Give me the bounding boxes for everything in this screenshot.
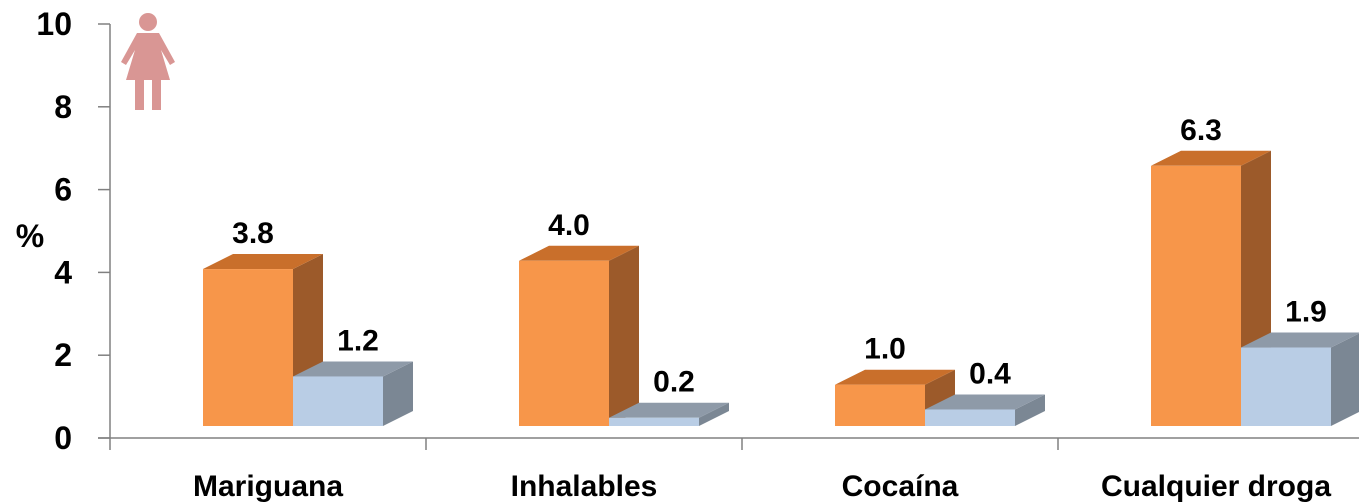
y-tick-label: 6 xyxy=(54,172,72,208)
bar xyxy=(835,384,925,426)
bar-top xyxy=(609,402,729,418)
category-labels: Mariguana Inhalables Cocaína Cualquier drog… xyxy=(193,470,1331,503)
bar xyxy=(519,260,609,426)
bar-top xyxy=(293,361,413,377)
bar-top xyxy=(203,254,323,270)
bar-side xyxy=(383,361,413,426)
bar-top xyxy=(925,394,1045,410)
female-figure-icon xyxy=(121,13,175,110)
bar-side xyxy=(699,402,729,426)
data-label: 6.3 xyxy=(1180,114,1222,147)
bar-top xyxy=(1151,150,1271,166)
y-tick-label: 8 xyxy=(54,89,72,125)
bar xyxy=(203,269,293,426)
data-label: 1.9 xyxy=(1285,296,1327,329)
bar-top xyxy=(1241,332,1359,348)
data-label: 0.4 xyxy=(969,357,1011,390)
y-tick-label: 10 xyxy=(36,6,72,42)
y-tick-label: 2 xyxy=(54,337,72,373)
bar xyxy=(609,417,699,426)
bar xyxy=(925,409,1015,426)
category-label: Inhalables xyxy=(511,470,658,503)
y-tick-label: 4 xyxy=(54,254,72,290)
bar-side xyxy=(609,245,639,426)
bar xyxy=(293,376,383,426)
category-label: Cualquier droga xyxy=(1101,470,1331,503)
bar-top xyxy=(835,369,955,385)
data-label: 1.2 xyxy=(337,324,379,357)
data-label: 3.8 xyxy=(232,217,274,250)
bar xyxy=(1151,165,1241,426)
category-label: Mariguana xyxy=(193,470,343,503)
data-label: 1.0 xyxy=(864,333,906,366)
y-tick-label: 0 xyxy=(54,420,72,456)
x-ticks xyxy=(109,438,1059,450)
y-axis-title: % xyxy=(16,218,44,254)
data-label: 4.0 xyxy=(548,209,590,242)
data-label: 0.2 xyxy=(653,366,695,399)
data-labels: 3.8 1.2 4.0 0.2 1.0 0.4 6.3 1.9 xyxy=(232,114,1327,399)
bar xyxy=(1241,347,1331,426)
category-label: Cocaína xyxy=(842,470,959,503)
bars xyxy=(203,150,1359,426)
bar-side xyxy=(1015,394,1045,426)
bar-top xyxy=(519,245,639,261)
y-ticks: 0 2 4 6 8 10 xyxy=(36,6,110,456)
bar-side xyxy=(1331,333,1359,426)
